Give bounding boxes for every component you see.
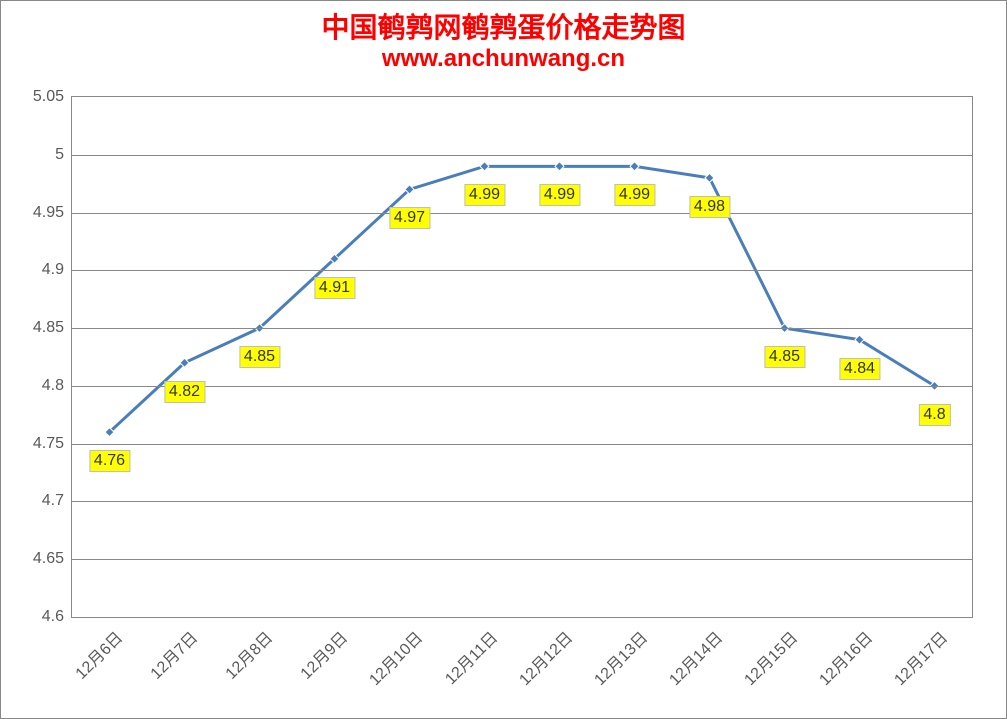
- x-tick-label: 12月11日: [438, 625, 502, 689]
- data-label: 4.82: [164, 381, 205, 403]
- data-marker: [555, 162, 564, 171]
- x-tick-label: 12月16日: [812, 625, 877, 690]
- data-label: 4.99: [614, 184, 655, 206]
- chart-container: 中国鹌鹑网鹌鹑蛋价格走势图 www.anchunwang.cn 4.6 4.65 4…: [0, 0, 1007, 719]
- y-tick-label: 4.9: [42, 261, 64, 279]
- data-label: 4.91: [314, 277, 355, 299]
- gridline: [72, 559, 972, 560]
- data-label: 4.76: [89, 450, 130, 472]
- data-label: 4.97: [389, 207, 430, 229]
- x-tick-label: 12月7日: [143, 625, 201, 683]
- gridline: [72, 270, 972, 271]
- chart-title-main: 中国鹌鹑网鹌鹑蛋价格走势图: [1, 11, 1006, 45]
- x-tick-label: 12月14日: [662, 625, 727, 690]
- data-marker: [630, 162, 639, 171]
- y-tick-label: 4.65: [33, 550, 64, 568]
- data-label: 4.99: [464, 184, 505, 206]
- y-tick-label: 5.05: [33, 88, 64, 106]
- x-tick-label: 12月6日: [68, 625, 126, 683]
- gridline: [72, 213, 972, 214]
- data-label: 4.99: [539, 184, 580, 206]
- line-svg: [72, 97, 972, 617]
- y-tick-label: 4.95: [33, 204, 64, 222]
- x-tick-label: 12月12日: [512, 625, 577, 690]
- y-tick-label: 4.8: [42, 377, 64, 395]
- data-label: 4.84: [839, 358, 880, 380]
- gridline: [72, 155, 972, 156]
- chart-title-sub: www.anchunwang.cn: [1, 45, 1006, 74]
- x-tick-label: 12月17日: [887, 625, 952, 690]
- x-tick-label: 12月13日: [587, 625, 652, 690]
- gridline: [72, 501, 972, 502]
- gridline: [72, 328, 972, 329]
- data-marker: [480, 162, 489, 171]
- plot-area: 4.64.654.74.754.84.854.94.9555.0512月6日12…: [71, 96, 973, 618]
- x-tick-label: 12月15日: [737, 625, 802, 690]
- x-tick-label: 12月9日: [293, 625, 351, 683]
- x-tick-label: 12月8日: [218, 625, 276, 683]
- series-line: [110, 166, 935, 432]
- x-tick-label: 12月10日: [362, 625, 427, 690]
- y-tick-label: 4.75: [33, 435, 64, 453]
- gridline: [72, 386, 972, 387]
- chart-title-block: 中国鹌鹑网鹌鹑蛋价格走势图 www.anchunwang.cn: [1, 1, 1006, 73]
- y-tick-label: 4.6: [42, 608, 64, 626]
- data-label: 4.85: [764, 346, 805, 368]
- data-label: 4.8: [918, 404, 950, 426]
- y-tick-label: 5: [55, 146, 64, 164]
- y-tick-label: 4.85: [33, 319, 64, 337]
- y-tick-label: 4.7: [42, 492, 64, 510]
- data-label: 4.85: [239, 346, 280, 368]
- gridline: [72, 444, 972, 445]
- data-label: 4.98: [689, 196, 730, 218]
